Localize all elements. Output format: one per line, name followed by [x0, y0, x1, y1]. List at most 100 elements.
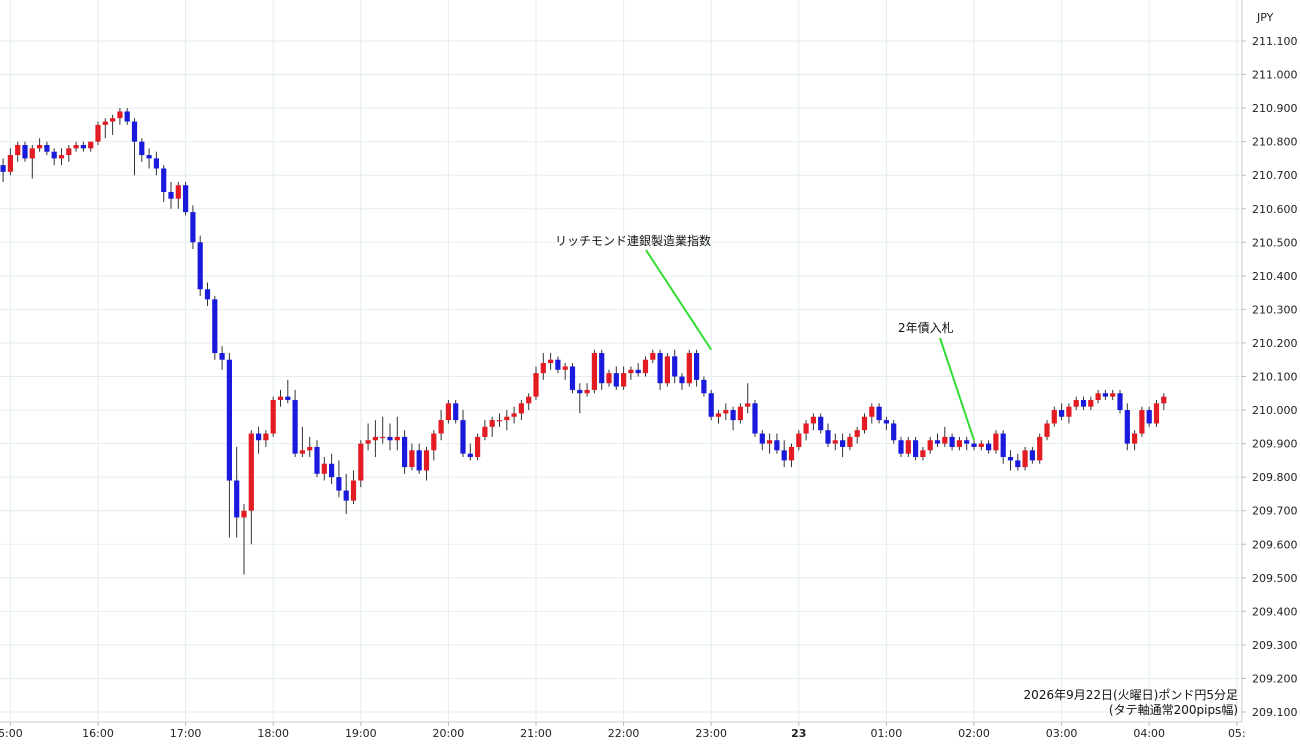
candle-up: [350, 470, 357, 504]
candle-body: [1088, 399, 1094, 407]
candle-body: [1095, 393, 1101, 400]
candle-body: [270, 399, 276, 434]
candle-up: [1044, 420, 1050, 441]
candle-body: [51, 151, 57, 159]
price-tick-label: 209.300: [1252, 639, 1298, 652]
candle-down: [197, 235, 203, 296]
candle-body: [956, 440, 962, 447]
candle-body: [212, 299, 218, 354]
candle-body: [723, 410, 729, 414]
candle-up: [562, 363, 568, 380]
candle-body: [883, 420, 889, 424]
candle-down: [453, 399, 459, 424]
candle-up: [942, 426, 948, 447]
price-tick-label: 210.900: [1252, 102, 1298, 115]
candle-body: [745, 403, 751, 407]
candle-body: [467, 453, 473, 458]
candle-body: [1102, 393, 1108, 397]
candle-body: [204, 289, 211, 300]
candle-body: [949, 436, 955, 447]
candle-body: [818, 416, 824, 431]
candle-down: [1124, 403, 1130, 451]
candle-body: [66, 148, 72, 156]
price-tick-label: 210.600: [1252, 203, 1298, 216]
candle-down: [0, 158, 6, 182]
candle-up: [7, 148, 13, 176]
candle-up: [380, 416, 386, 444]
candle-body: [438, 420, 444, 434]
candle-body: [599, 353, 605, 384]
candle-up: [796, 430, 802, 451]
candle-body: [504, 416, 510, 421]
candle-body: [1110, 393, 1116, 397]
candle-body: [803, 423, 809, 434]
candle-body: [759, 433, 765, 444]
candle-down: [219, 346, 225, 370]
candle-body: [453, 403, 459, 421]
candle-body: [1066, 406, 1072, 417]
candle-body: [781, 450, 787, 461]
candle-body: [679, 376, 685, 384]
candle-down: [212, 295, 218, 360]
candle-body: [840, 440, 846, 447]
candle-body: [365, 440, 371, 444]
candle-down: [1146, 406, 1152, 427]
candle-up: [95, 121, 101, 146]
price-tick-label: 210.400: [1252, 270, 1298, 283]
candle-body: [380, 436, 386, 439]
candle-body: [44, 145, 50, 152]
candle-body: [642, 359, 649, 374]
candle-body: [423, 450, 430, 471]
candle-body: [496, 420, 503, 422]
price-tick-label: 209.700: [1252, 505, 1298, 518]
candle-body: [577, 389, 583, 394]
candle-body: [913, 440, 919, 458]
candle-down: [131, 118, 138, 176]
annotation: 2年債入札: [898, 320, 975, 441]
candle-up: [1095, 389, 1101, 404]
candle-body: [1117, 393, 1123, 411]
candle-body: [752, 403, 758, 434]
time-tick-label: 20:00: [433, 727, 465, 740]
candle-down: [51, 148, 57, 166]
candle-body: [869, 406, 875, 417]
price-tick-label: 209.800: [1252, 471, 1298, 484]
candle-body: [102, 121, 108, 125]
candle-up: [540, 353, 546, 380]
candle-up: [788, 443, 795, 468]
time-tick-label: 02:00: [958, 727, 990, 740]
candle-body: [1080, 399, 1087, 407]
candle-down: [934, 433, 941, 447]
caption-line-2: (タテ軸通常200pips幅): [1109, 702, 1238, 717]
annotations: リッチモンド連銀製造業指数 2年債入札: [555, 233, 975, 441]
candle-up: [73, 141, 79, 152]
candle-body: [672, 356, 678, 377]
candle-body: [431, 433, 437, 451]
candle-down: [190, 205, 196, 250]
candle-down: [153, 151, 159, 176]
candle-down: [234, 446, 240, 538]
time-tick-label: 18:00: [257, 727, 289, 740]
chart-caption: 2026年9月22日(火曜日)ポンド円5分足 (タテ軸通常200pips幅): [1024, 688, 1238, 717]
candle-down: [657, 349, 663, 390]
candle-down: [825, 423, 831, 447]
candle-body: [358, 443, 364, 481]
candle-up: [489, 416, 495, 437]
candle-up: [533, 366, 539, 400]
candle-body: [183, 185, 189, 213]
candle-body: [307, 446, 313, 451]
candle-up: [591, 349, 597, 394]
candle-up: [861, 413, 868, 434]
candle-down: [599, 349, 605, 390]
candle-up: [745, 383, 751, 414]
candle-body: [767, 440, 773, 444]
candle-body: [190, 212, 196, 243]
candle-down: [1007, 450, 1014, 471]
candle-body: [15, 145, 21, 156]
candle-up: [175, 181, 181, 209]
candle-up: [1037, 433, 1043, 464]
candle-body: [774, 440, 780, 451]
